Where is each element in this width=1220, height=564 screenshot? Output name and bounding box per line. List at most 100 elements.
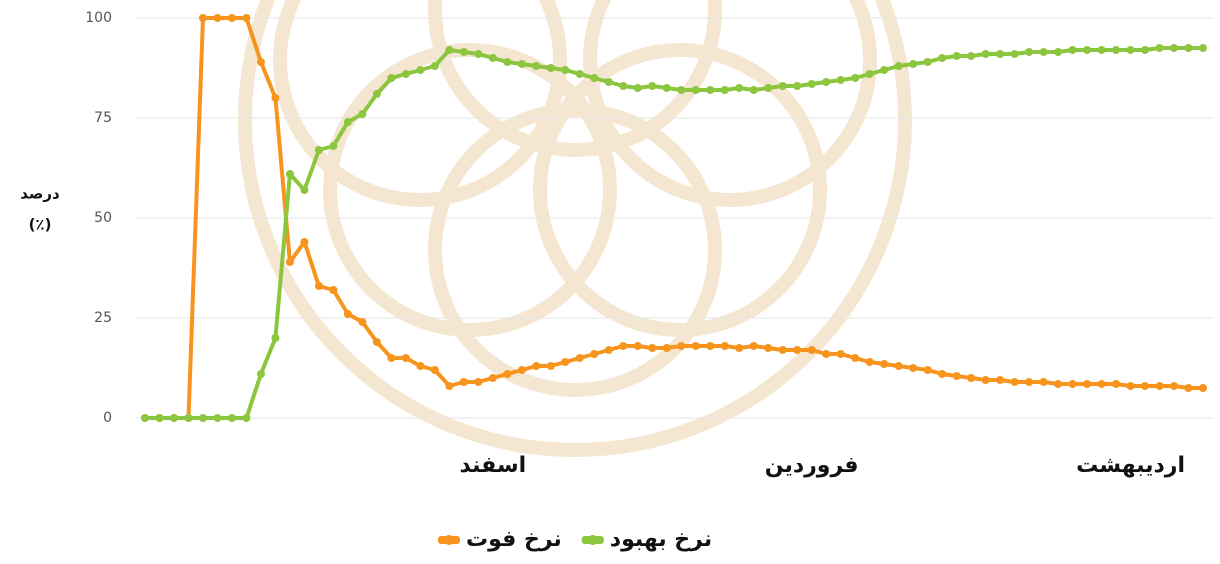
data-point [228, 414, 236, 422]
data-point [764, 344, 772, 352]
data-point [532, 362, 540, 370]
data-point [808, 80, 816, 88]
data-point [619, 342, 627, 350]
legend-swatch [588, 535, 598, 545]
data-point [416, 66, 424, 74]
data-point [750, 342, 758, 350]
data-point [416, 362, 424, 370]
data-point [982, 50, 990, 58]
data-point [286, 170, 294, 178]
data-point [634, 342, 642, 350]
data-point [257, 58, 265, 66]
data-point [1025, 378, 1033, 386]
data-point [315, 282, 323, 290]
data-point [1040, 378, 1048, 386]
data-point [648, 82, 656, 90]
data-point [837, 350, 845, 358]
data-point [764, 84, 772, 92]
data-point [822, 78, 830, 86]
data-point [402, 354, 410, 362]
data-point [938, 370, 946, 378]
data-point [489, 54, 497, 62]
data-point [822, 350, 830, 358]
data-point [1054, 380, 1062, 388]
data-point [1040, 48, 1048, 56]
data-point [1069, 46, 1077, 54]
y-tick-label: 50 [94, 210, 112, 226]
data-point [808, 346, 816, 354]
x-tick-label: اردیبهشت [1076, 453, 1185, 478]
data-point [199, 14, 207, 22]
data-point [1098, 380, 1106, 388]
data-point [373, 90, 381, 98]
data-point [1156, 44, 1164, 52]
data-point [271, 94, 279, 102]
data-point [721, 86, 729, 94]
data-point [634, 84, 642, 92]
data-point [1185, 44, 1193, 52]
data-point [576, 70, 584, 78]
data-point [895, 362, 903, 370]
data-point [547, 362, 555, 370]
y-axis-label: (٪) [29, 216, 52, 234]
data-point [358, 110, 366, 118]
data-point [909, 364, 917, 372]
data-point [329, 142, 337, 150]
data-point [170, 414, 178, 422]
data-point [1156, 382, 1164, 390]
data-point [706, 342, 714, 350]
chart: درصد (٪) 0255075100اسفندفروردیناردیبهشتن… [0, 0, 1220, 564]
data-point [1141, 382, 1149, 390]
data-point [967, 52, 975, 60]
legend-label: نرخ بهبود [610, 527, 712, 552]
data-point [1170, 44, 1178, 52]
data-point [1199, 384, 1207, 392]
data-point [1098, 46, 1106, 54]
data-point [866, 70, 874, 78]
data-point [474, 50, 482, 58]
data-point [982, 376, 990, 384]
data-point [300, 186, 308, 194]
data-point [286, 258, 294, 266]
data-point [619, 82, 627, 90]
data-point [663, 84, 671, 92]
data-point [706, 86, 714, 94]
data-point [1011, 50, 1019, 58]
data-point [590, 74, 598, 82]
data-point [895, 62, 903, 70]
data-point [692, 342, 700, 350]
data-point [663, 344, 671, 352]
data-point [489, 374, 497, 382]
data-point [561, 66, 569, 74]
data-point [460, 48, 468, 56]
y-tick-label: 100 [85, 10, 112, 26]
data-point [576, 354, 584, 362]
data-point [431, 366, 439, 374]
x-tick-label: اسفند [459, 453, 526, 478]
data-point [880, 360, 888, 368]
data-point [750, 86, 758, 94]
data-point [735, 344, 743, 352]
legend-swatch [444, 535, 454, 545]
data-point [532, 62, 540, 70]
data-point [199, 414, 207, 422]
data-point [953, 52, 961, 60]
data-point [213, 414, 221, 422]
data-point [1011, 378, 1019, 386]
data-point [1112, 380, 1120, 388]
data-point [880, 66, 888, 74]
data-point [344, 310, 352, 318]
data-point [1127, 46, 1135, 54]
data-point [866, 358, 874, 366]
data-point [141, 414, 149, 422]
x-tick-label: فروردین [765, 453, 859, 478]
data-point [605, 78, 613, 86]
data-point [1185, 384, 1193, 392]
data-point [1069, 380, 1077, 388]
data-point [793, 346, 801, 354]
data-point [474, 378, 482, 386]
data-point [1170, 382, 1178, 390]
data-point [1054, 48, 1062, 56]
data-point [445, 46, 453, 54]
data-point [373, 338, 381, 346]
